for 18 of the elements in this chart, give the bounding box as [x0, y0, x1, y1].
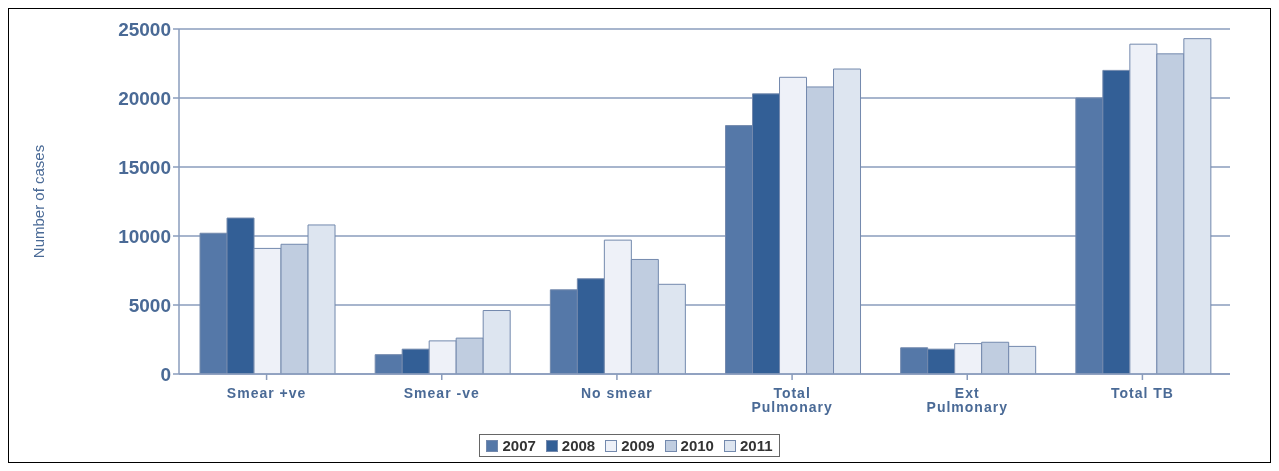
legend-label: 2010 [679, 437, 714, 454]
x-tick-label: No smear [581, 384, 653, 401]
x-tick-label: Total TB [1110, 384, 1174, 401]
y-tick-label: 20000 [118, 87, 171, 109]
legend-label: 2007 [501, 437, 536, 454]
x-tick-label: Ext Pulmonary [926, 384, 1008, 415]
legend-label: 2011 [738, 437, 773, 454]
x-tick-label: Smear +ve [226, 384, 307, 401]
x-tick-label: Total Pulmonary [751, 384, 833, 415]
y-tick-label: 0 [160, 363, 171, 385]
legend-label: 2009 [620, 437, 655, 454]
y-tick-label: 5000 [128, 294, 171, 316]
legend-label: 2008 [560, 437, 596, 454]
y-tick-label: 10000 [118, 225, 171, 247]
y-tick-label: 15000 [118, 156, 171, 178]
y-tick-label: 25000 [118, 18, 171, 40]
x-tick-label: Smear -ve [403, 384, 480, 401]
y-axis-title: Number of cases [30, 144, 48, 259]
